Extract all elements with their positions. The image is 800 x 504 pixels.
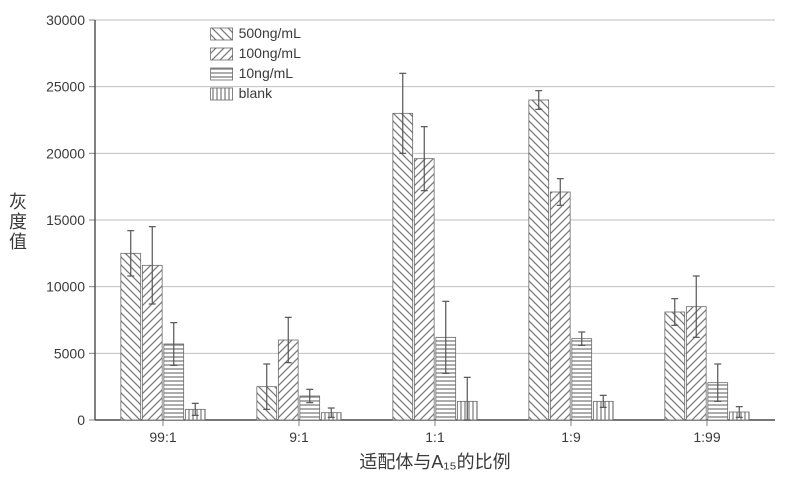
ytick-label: 5000: [54, 345, 85, 361]
ytick-label: 15000: [46, 212, 85, 228]
legend-label: 500ng/mL: [239, 25, 301, 41]
ytick-label: 10000: [46, 279, 85, 295]
svg-text:值: 值: [9, 232, 27, 252]
x-axis-label: 适配体与A₁₅的比例: [359, 452, 510, 472]
bar: [550, 192, 570, 420]
bar: [393, 113, 413, 420]
ytick-label: 30000: [46, 12, 85, 28]
ytick-label: 20000: [46, 145, 85, 161]
legend-swatch: [211, 28, 233, 40]
legend-swatch: [211, 68, 233, 80]
legend-label: 100ng/mL: [239, 45, 301, 61]
ytick-label: 0: [77, 412, 85, 428]
legend-swatch: [211, 88, 233, 100]
bar: [529, 100, 549, 420]
legend-swatch: [211, 48, 233, 60]
bar-chart: 0 5000 10000 15000 20000 25000 30000 99:1 9:1 1:1…: [0, 0, 800, 504]
legend-label: blank: [239, 85, 273, 101]
svg-text:灰: 灰: [9, 192, 27, 212]
xtick-label: 9:1: [289, 429, 309, 445]
bar: [665, 312, 685, 420]
ytick-label: 25000: [46, 79, 85, 95]
xtick-label: 1:1: [425, 429, 445, 445]
xtick-label: 1:99: [693, 429, 720, 445]
bar: [572, 339, 592, 420]
xtick-label: 1:9: [561, 429, 581, 445]
bar: [414, 159, 434, 420]
xtick-label: 99:1: [149, 429, 176, 445]
y-axis-label: 灰度值: [9, 192, 27, 252]
bar: [121, 253, 141, 420]
svg-text:度: 度: [9, 212, 27, 232]
legend-label: 10ng/mL: [239, 65, 294, 81]
